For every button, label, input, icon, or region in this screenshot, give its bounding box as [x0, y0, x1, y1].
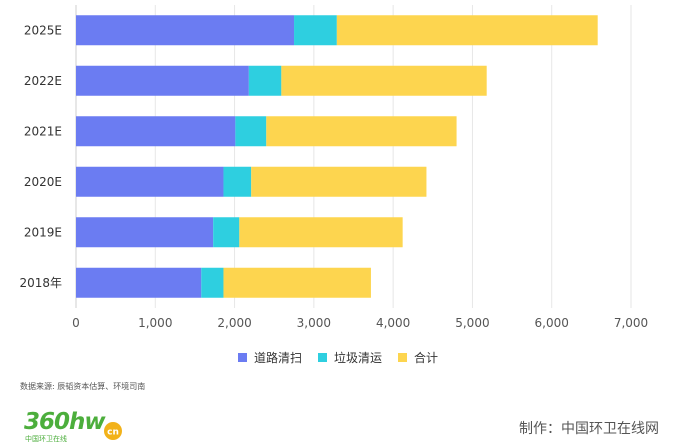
x-tick-label: 4,000: [376, 316, 410, 330]
x-tick-label: 3,000: [297, 316, 331, 330]
bar-segment: [235, 116, 267, 147]
legend-swatch: [318, 353, 327, 362]
bar-segment: [223, 267, 371, 298]
logo-badge: [104, 422, 122, 440]
x-tick-label: 5,000: [455, 316, 489, 330]
x-tick-label: 0: [72, 316, 80, 330]
category-label: 2022E: [24, 74, 62, 88]
bar-segment: [76, 267, 202, 298]
stacked-bar-chart: 2025E 2022E 2021E 2020E 2019E 2018年 0 1,000 2,0…: [19, 5, 648, 365]
x-tick-label: 7,000: [614, 316, 648, 330]
bar-segment: [201, 267, 224, 298]
bar-segment: [76, 166, 224, 197]
legend-label: 合计: [414, 350, 438, 365]
category-labels: 2025E 2022E 2021E 2020E 2019E 2018年: [19, 23, 62, 290]
x-tick-label: 1,000: [138, 316, 172, 330]
bar-segment: [281, 65, 487, 96]
bar-segment: [239, 217, 403, 248]
bar-segment: [251, 166, 427, 197]
gridlines: [75, 5, 632, 308]
bar-segment: [336, 15, 598, 46]
x-tick-label: 2,000: [217, 316, 251, 330]
category-label: 2025E: [24, 23, 62, 37]
maker-credit: 制作：中国环卫在线网: [519, 421, 659, 437]
logo-wordmark: 360hw: [24, 409, 106, 435]
legend-swatch: [398, 353, 407, 362]
legend: 道路清扫 垃圾清运 合计: [238, 350, 438, 365]
legend-label: 垃圾清运: [334, 350, 382, 365]
legend-label: 道路清扫: [254, 350, 302, 365]
x-tick-label: 6,000: [535, 316, 569, 330]
category-label: 2018年: [19, 276, 62, 290]
legend-swatch: [238, 353, 247, 362]
logo-subtitle: 中国环卫在线: [25, 434, 67, 443]
bar-segment: [248, 65, 282, 96]
category-label: 2021E: [24, 124, 62, 138]
x-tick-labels: 0 1,000 2,000 3,000 4,000 5,000 6,000 7,000: [72, 316, 648, 330]
logo-badge-text: cn: [107, 428, 119, 438]
data-source-note: 数据来源: 辰韬资本估算、环境司南: [20, 382, 146, 391]
bar-segment: [76, 217, 214, 248]
site-logo: 360hw cn 中国环卫在线: [24, 409, 122, 443]
bar-segment: [76, 116, 236, 147]
bar-segment: [213, 217, 240, 248]
category-label: 2020E: [24, 175, 62, 189]
category-label: 2019E: [24, 225, 62, 239]
bar-segment: [76, 15, 295, 46]
bar-segment: [223, 166, 252, 197]
bar-segment: [76, 65, 249, 96]
bars: [76, 15, 598, 298]
bar-segment: [266, 116, 457, 147]
bar-segment: [294, 15, 337, 46]
